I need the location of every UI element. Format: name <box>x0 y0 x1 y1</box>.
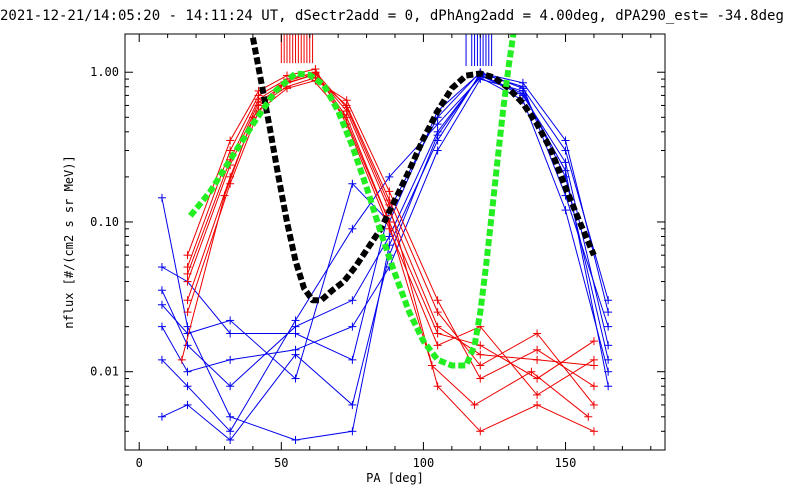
blue-series-point <box>183 400 192 409</box>
blue-series-point <box>157 193 166 202</box>
blue-series-point <box>157 322 166 331</box>
blue-series-point <box>183 367 192 376</box>
red-series-point <box>342 103 351 112</box>
x-axis-label: PA [deg] <box>366 471 424 485</box>
blue-series-point <box>226 355 235 364</box>
x-tick-label: 50 <box>274 456 288 470</box>
red-series-point <box>589 355 598 364</box>
red-series-point <box>385 187 394 196</box>
red-series-point <box>433 296 442 305</box>
red-series-point <box>589 382 598 391</box>
blue-series-point <box>291 350 300 359</box>
red-series-point <box>527 367 536 376</box>
blue-series-point <box>157 286 166 295</box>
red-series-point <box>342 96 351 105</box>
red-series-point <box>220 191 229 200</box>
blue-series-point <box>604 322 613 331</box>
red-series-point <box>589 400 598 409</box>
y-tick-label: 1.00 <box>90 65 119 79</box>
red-series-point <box>183 296 192 305</box>
spike-lines <box>280 34 493 67</box>
red-series-point <box>533 345 542 354</box>
blue-series-point <box>561 166 570 175</box>
red-series-point <box>533 400 542 409</box>
red-series-point <box>433 329 442 338</box>
blue-series-line <box>161 74 609 387</box>
red-series-point <box>183 308 192 317</box>
blue-series-point <box>518 89 527 98</box>
blue-series-point <box>348 322 357 331</box>
red-series-point <box>283 84 291 93</box>
red-series-point <box>470 400 479 409</box>
red-series-point <box>476 350 485 359</box>
blue-series-point <box>433 120 442 129</box>
red-series-point <box>433 341 442 350</box>
blue-series-point <box>291 374 300 383</box>
x-tick-label: 100 <box>413 456 435 470</box>
red-series-point <box>183 269 192 278</box>
red-series-point <box>254 95 263 104</box>
blue-series-point <box>226 329 235 338</box>
series-group <box>157 34 613 444</box>
x-tick-label: 0 <box>136 456 143 470</box>
blue-series-point <box>604 341 613 350</box>
blue-series-point <box>348 400 357 409</box>
blue-series-point <box>433 131 442 140</box>
red-series-point <box>476 427 485 436</box>
red-series-point <box>476 361 485 370</box>
blue-series-point <box>348 427 357 436</box>
blue-series-point <box>183 341 192 350</box>
red-series-point <box>183 277 192 286</box>
red-series-point <box>311 68 320 77</box>
red-series-point <box>433 308 442 317</box>
red-series-point <box>589 337 598 346</box>
blue-series-point <box>226 382 235 391</box>
red-series-point <box>589 427 598 436</box>
blue-series-point <box>561 206 570 215</box>
blue-series-point <box>561 136 570 145</box>
red-series-point <box>476 374 485 383</box>
red-series-point <box>177 355 186 364</box>
blue-series-point <box>561 158 570 167</box>
blue-series-point <box>604 382 613 391</box>
blue-series-point <box>226 427 235 436</box>
x-tick-label: 150 <box>555 456 577 470</box>
blue-series-point <box>291 435 300 444</box>
blue-series-point <box>291 329 300 338</box>
blue-series-point <box>226 435 235 444</box>
axes-group: 0 50 100 150 0.01 0.10 1.00 <box>90 33 666 470</box>
blue-series-point <box>518 78 527 87</box>
blue-series-point <box>291 316 300 325</box>
blue-series-point <box>157 412 166 421</box>
blue-series-point <box>348 179 357 188</box>
blue-series-point <box>157 355 166 364</box>
blue-series-point <box>183 382 192 391</box>
red-series-point <box>533 329 542 338</box>
blue-series-point <box>604 308 613 317</box>
blue-series-point <box>433 146 442 155</box>
blue-series-point <box>348 355 357 364</box>
blue-series-point <box>348 224 357 233</box>
blue-series-point <box>157 263 166 272</box>
labels-group: PA [deg] nflux [#/(cm2 s sr MeV)] <box>62 155 424 485</box>
blue-series-point <box>348 296 357 305</box>
red-series-point <box>226 146 235 155</box>
blue-series-point <box>385 172 394 181</box>
red-series-point <box>533 355 542 364</box>
chart-title: 2021-12-21/14:05:20 - 14:11:24 UT, dSect… <box>0 8 784 24</box>
y-tick-label: 0.10 <box>90 215 119 229</box>
blue-series-point <box>157 300 166 309</box>
red-series-point <box>226 136 235 145</box>
blue-series-point <box>226 412 235 421</box>
green-fit-curve <box>188 34 517 369</box>
y-tick-label: 0.01 <box>90 365 119 379</box>
black-fit-curve <box>249 37 597 304</box>
red-series-point <box>183 251 192 260</box>
red-series-point <box>533 390 542 399</box>
red-series-point <box>584 412 593 421</box>
red-series-point <box>433 382 442 391</box>
y-axis-label: nflux [#/(cm2 s sr MeV)] <box>62 155 76 328</box>
blue-series-point <box>226 316 235 325</box>
